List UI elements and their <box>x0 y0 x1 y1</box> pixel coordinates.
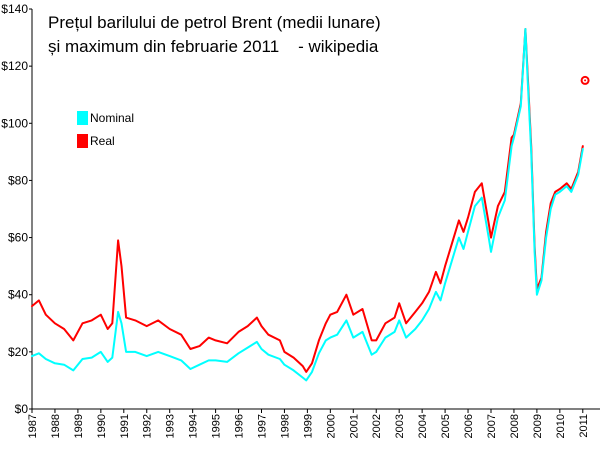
series-line-real <box>31 28 584 373</box>
x-tick-label: 1994 <box>188 414 200 438</box>
y-tick-label: $100 <box>1 116 28 130</box>
x-tick-label: 2009 <box>532 414 544 438</box>
x-tick-label: 1992 <box>142 414 154 438</box>
x-tick-label: 1991 <box>119 414 131 438</box>
x-tick-label: 1997 <box>256 414 268 438</box>
y-tick-label: $40 <box>8 288 28 302</box>
x-tick-label: 2001 <box>348 414 360 438</box>
legend-item-nominal: Nominal <box>77 111 134 125</box>
x-tick-label: 2002 <box>371 414 383 438</box>
x-tick-label: 1996 <box>234 414 246 438</box>
x-tick-label: 1988 <box>50 414 62 438</box>
x-tick-label: 2003 <box>394 414 406 438</box>
legend-label-real: Real <box>90 134 115 148</box>
marker-layer <box>580 75 590 85</box>
x-tick-label: 2004 <box>417 414 429 438</box>
x-tick-label: 1999 <box>302 414 314 438</box>
axes: $0 $20 $40 $60 $80 $100 $120 $140 1987 1988 1989 19… <box>1 2 600 438</box>
x-tick-label: 1995 <box>211 414 223 438</box>
y-tick-label: $120 <box>1 59 28 73</box>
y-tick-label: $0 <box>15 402 29 416</box>
x-tick-label: 2005 <box>440 414 452 438</box>
y-tick-label: $140 <box>1 2 28 16</box>
legend-item-real: Real <box>77 134 115 148</box>
x-tick-label: 1990 <box>96 414 108 438</box>
y-tick-label: $60 <box>8 231 28 245</box>
peak-marker <box>580 75 590 85</box>
x-tick-label: 2011 <box>578 414 590 438</box>
chart-subtitle: și maximum din februarie 2011 - wikipedi… <box>48 37 379 56</box>
legend-label-nominal: Nominal <box>90 111 135 125</box>
peak-marker-dot <box>584 79 587 82</box>
x-tick-label: 1998 <box>279 414 291 438</box>
legend-swatch-nominal <box>77 111 88 125</box>
x-tick-label: 1989 <box>73 414 85 438</box>
y-tick-label: $20 <box>8 345 28 359</box>
x-tick-label: 1993 <box>165 414 177 438</box>
x-tick-label: 1987 <box>27 414 39 438</box>
x-tick-label: 2010 <box>555 414 567 438</box>
legend-swatch-real <box>77 134 88 148</box>
series-layer <box>31 28 584 382</box>
x-tick-label: 2007 <box>486 414 498 438</box>
x-tick-label: 2000 <box>325 414 337 438</box>
y-tick-label: $80 <box>8 173 28 187</box>
x-tick-label: 2006 <box>463 414 475 438</box>
x-tick-label: 2008 <box>509 414 521 438</box>
series-line-nominal <box>31 28 584 382</box>
chart-title: Prețul barilului de petrol Brent (medii … <box>48 13 381 32</box>
